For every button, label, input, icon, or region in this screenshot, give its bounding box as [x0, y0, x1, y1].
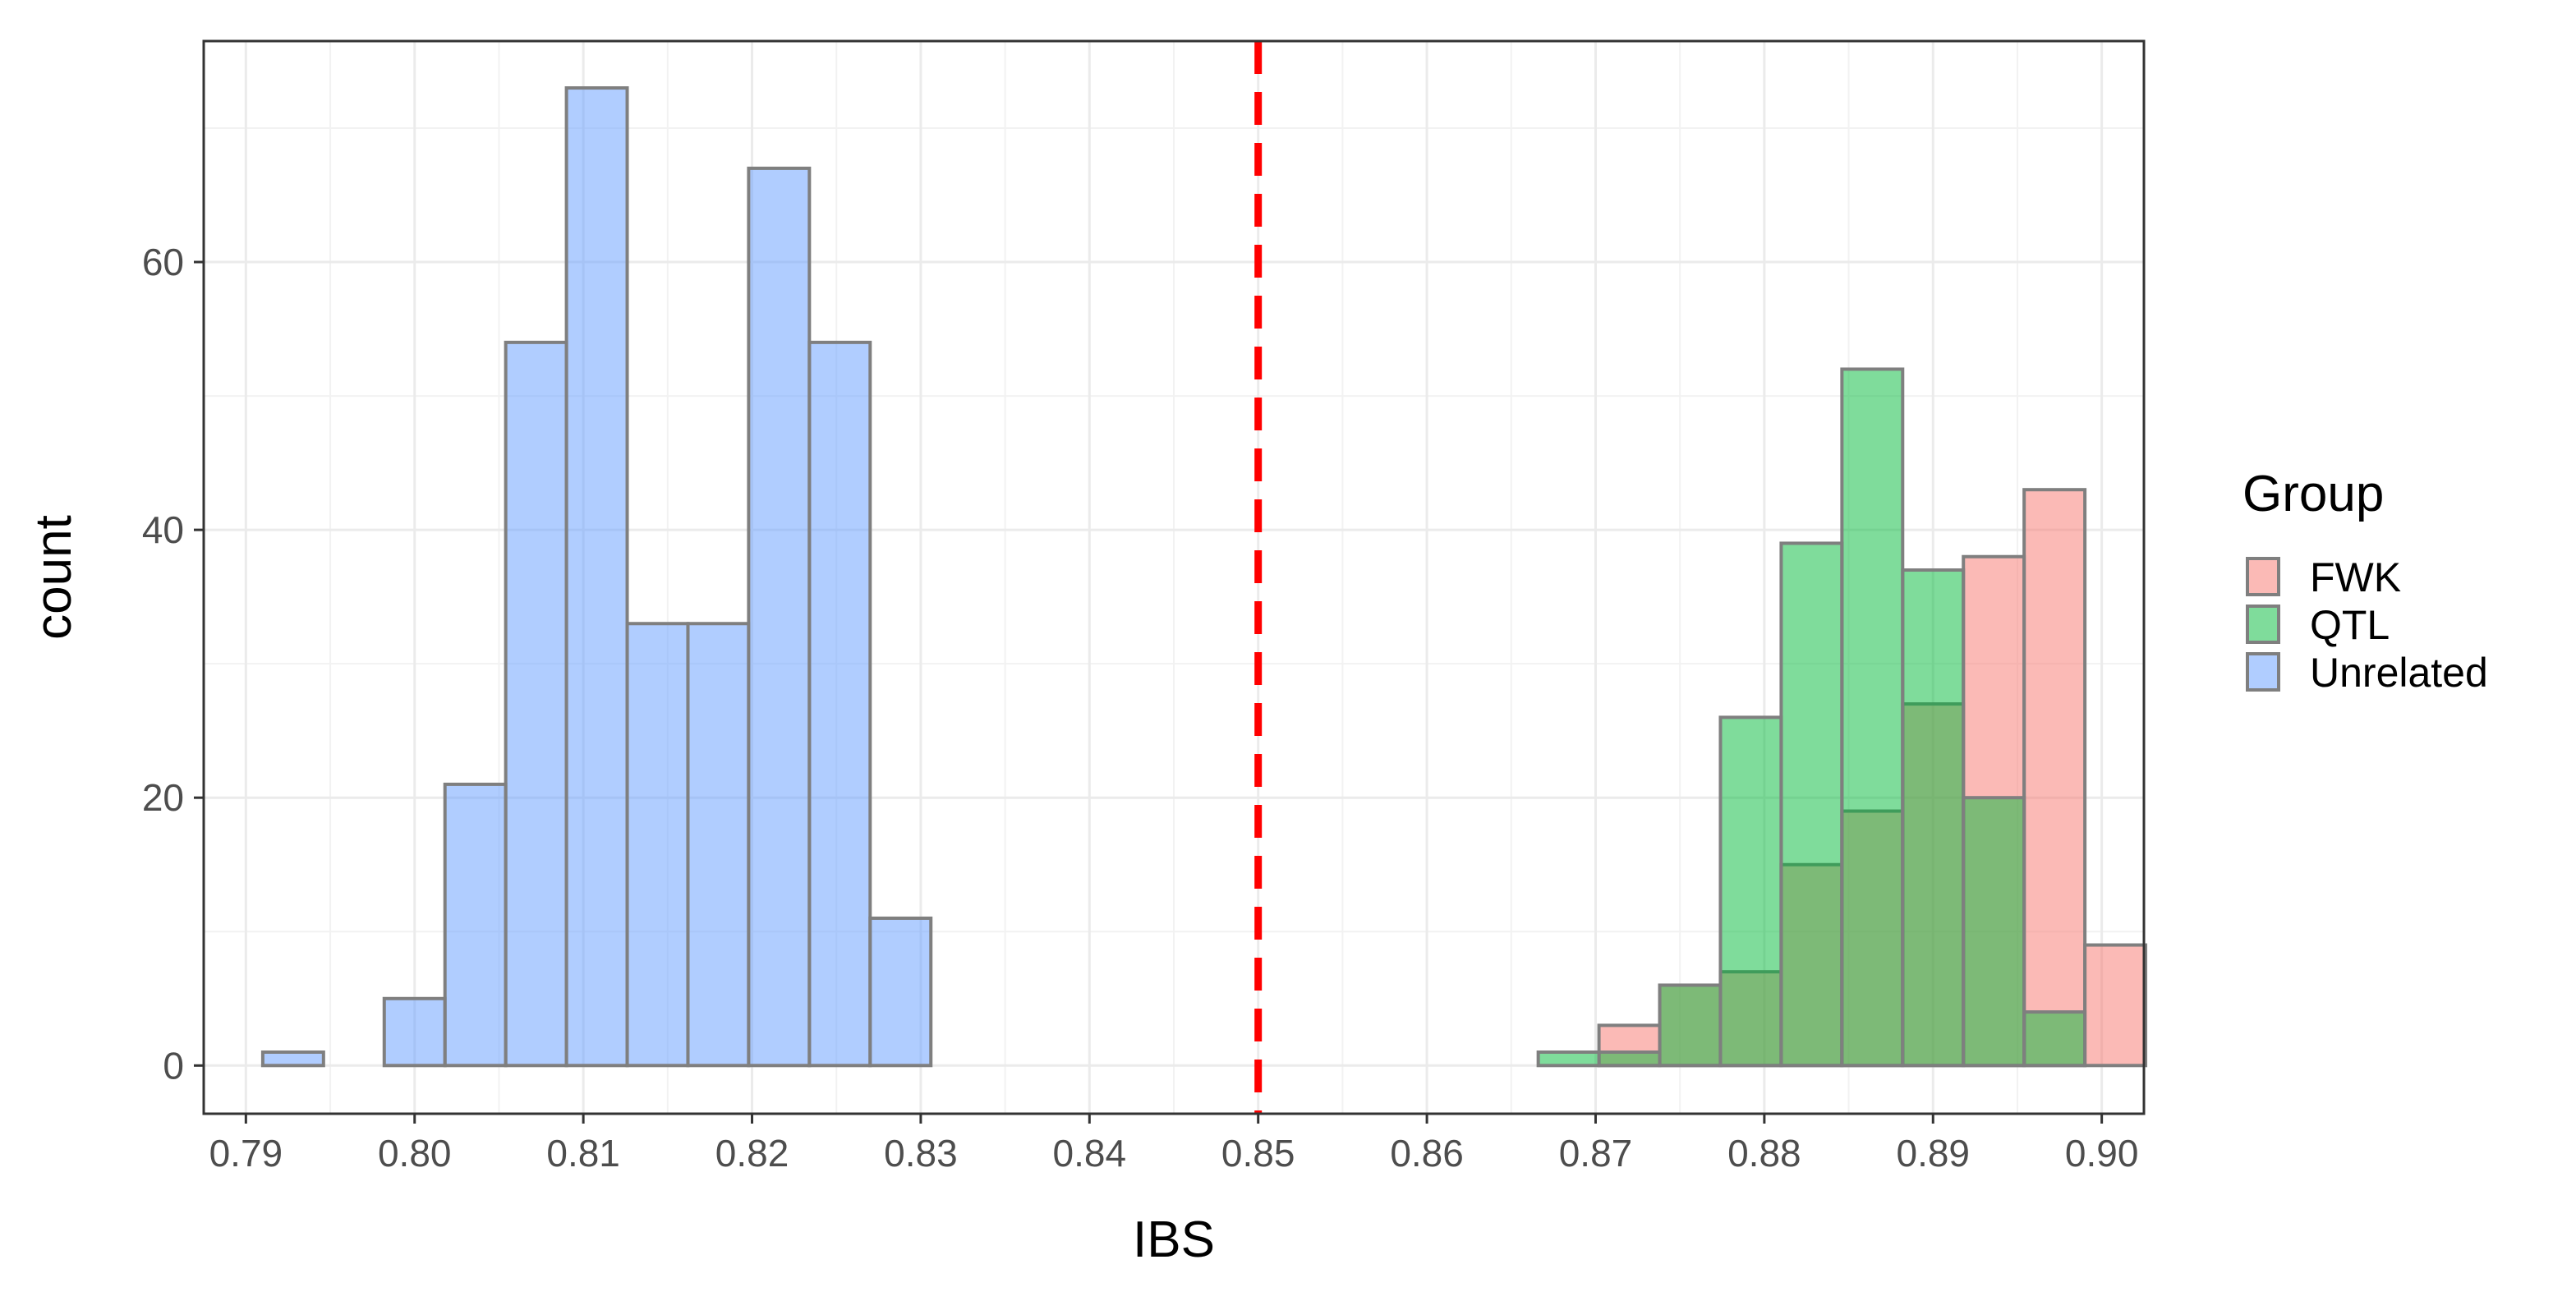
- x-tick-label: 0.86: [1390, 1132, 1464, 1175]
- bar-unrelated: [504, 340, 568, 1068]
- y-axis-title: count: [25, 515, 82, 640]
- bar-qtl: [1718, 715, 1783, 1068]
- bar-qtl: [1597, 1050, 1662, 1068]
- plot-panel-border: [202, 39, 2146, 1115]
- x-tick-label: 0.79: [209, 1132, 283, 1175]
- x-tick-label: 0.90: [2065, 1132, 2139, 1175]
- y-tick-label: 0: [163, 1044, 184, 1087]
- x-tick-label: 0.80: [378, 1132, 452, 1175]
- legend-label-fwk: FWK: [2310, 554, 2401, 600]
- x-tick-label: 0.83: [884, 1132, 958, 1175]
- series-qtl: [1536, 367, 2087, 1068]
- legend-swatch-fwk: [2246, 557, 2280, 596]
- bar-qtl: [1840, 367, 1905, 1068]
- bar-unrelated: [260, 1050, 325, 1068]
- bar-unrelated: [686, 622, 751, 1068]
- bar-unrelated: [625, 622, 690, 1068]
- bar-unrelated: [868, 916, 933, 1068]
- bar-unrelated: [443, 782, 508, 1068]
- y-tick-label: 60: [142, 241, 184, 283]
- x-tick-label: 0.81: [546, 1132, 620, 1175]
- x-tick-label: 0.85: [1221, 1132, 1295, 1175]
- bar-qtl: [1658, 983, 1723, 1068]
- legend-title: Group: [2242, 466, 2384, 522]
- bar-fwk: [2083, 943, 2148, 1068]
- bar-qtl: [2022, 1010, 2087, 1068]
- legend-swatch-qtl: [2246, 605, 2280, 644]
- y-tick-label: 20: [142, 776, 184, 819]
- bar-qtl: [1779, 541, 1844, 1068]
- bar-qtl: [1901, 568, 1966, 1068]
- x-tick-label: 0.84: [1053, 1132, 1127, 1175]
- y-tick-label: 40: [142, 508, 184, 551]
- series-unrelated: [260, 86, 933, 1068]
- bar-qtl: [1536, 1050, 1601, 1068]
- legend-label-unrelated: Unrelated: [2310, 650, 2488, 696]
- x-tick-label: 0.89: [1896, 1132, 1970, 1175]
- x-tick-label: 0.82: [715, 1132, 789, 1175]
- x-axis-title: IBS: [1133, 1211, 1215, 1268]
- bar-unrelated: [382, 996, 447, 1068]
- axes: 0.79 0.80 0.81 0.82 0.83 0.84 0.85 0.86 0.87 0.88…: [142, 241, 2139, 1175]
- bar-unrelated: [807, 340, 872, 1068]
- x-tick-label: 0.87: [1559, 1132, 1633, 1175]
- x-tick-label: 0.88: [1727, 1132, 1801, 1175]
- histogram-bars: [260, 86, 2148, 1068]
- bar-unrelated: [564, 86, 629, 1068]
- legend-label-qtl: QTL: [2310, 602, 2390, 648]
- legend-swatch-unrelated: [2246, 652, 2280, 692]
- bar-qtl: [1962, 796, 2026, 1068]
- bar-fwk: [2022, 488, 2087, 1068]
- bar-unrelated: [747, 166, 812, 1068]
